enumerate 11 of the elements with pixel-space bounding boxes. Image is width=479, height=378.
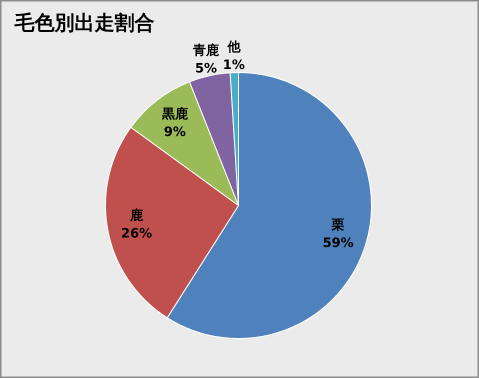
slice-label: 栗	[330, 218, 345, 233]
slice-label: 黒鹿	[160, 106, 188, 122]
slice-label: 青鹿	[192, 42, 220, 59]
data-label: 9%	[164, 125, 186, 140]
data-label: 26%	[121, 226, 152, 242]
slice-label: 鹿	[129, 207, 144, 224]
data-label: 59%	[322, 236, 354, 251]
data-label: 5%	[194, 62, 218, 77]
data-label: 1%	[222, 58, 245, 74]
chart-title: 毛色別出走割合	[14, 10, 154, 34]
slice-label: 他	[226, 40, 242, 56]
